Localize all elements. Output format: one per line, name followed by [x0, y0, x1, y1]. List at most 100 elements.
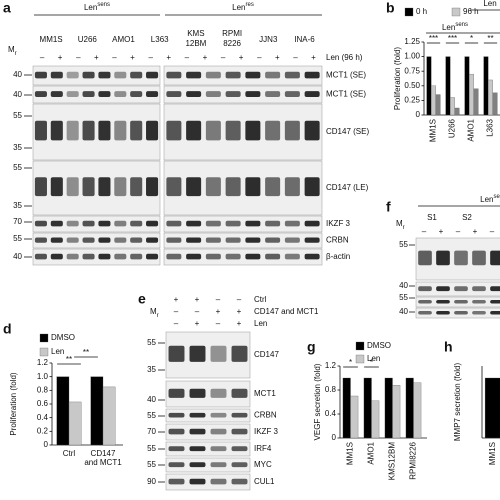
bar [68, 401, 82, 446]
bar [483, 56, 489, 116]
band [210, 462, 227, 468]
band [210, 428, 227, 435]
treatment-sign: + [239, 53, 244, 62]
x-tick-label: AMO1 [367, 441, 376, 464]
band [114, 220, 127, 227]
treatment-sign: – [40, 53, 45, 62]
condition-sign: – [174, 319, 179, 328]
band [82, 253, 95, 260]
band [245, 177, 261, 197]
blot-label: IKZF 3 [254, 427, 279, 436]
band [98, 91, 111, 98]
treatment-sign: – [293, 53, 298, 62]
cell-line: MM1S [40, 35, 63, 44]
mw-marker: 90 [147, 477, 156, 486]
band [284, 71, 300, 79]
band [210, 345, 227, 362]
band [231, 428, 248, 435]
band [34, 91, 47, 98]
bar [469, 73, 474, 116]
treatment-sign: – [76, 53, 81, 62]
band [168, 345, 185, 362]
condition-sign: – [174, 307, 179, 316]
band [98, 177, 111, 197]
x-tick-label: KMS12BM [388, 442, 397, 481]
blot [165, 457, 251, 473]
band [436, 311, 450, 315]
mw-marker: 55 [13, 163, 22, 172]
blot [165, 423, 251, 441]
panel-label: b [386, 0, 395, 16]
blot-label: MCT1 (SE) [326, 71, 366, 80]
x-tick-label: AMO1 [467, 118, 476, 141]
mw-marker: 35 [13, 143, 22, 152]
x-tick-label: Ctrl [63, 449, 76, 458]
cell-line: 8226 [223, 39, 241, 48]
blot-label: CD147 [254, 350, 279, 359]
band [472, 286, 486, 292]
y-tick-label: 1.2 [325, 361, 337, 370]
y-axis-label: VEGF secretion (fold) [313, 363, 322, 440]
legend-swatch [39, 333, 49, 343]
condition-sign: + [237, 307, 242, 316]
blot [163, 85, 323, 104]
legend-swatch [355, 341, 365, 351]
bar [56, 376, 70, 446]
label-base: M [150, 307, 157, 316]
blot [163, 232, 323, 249]
legend-label: DMSO [367, 341, 391, 350]
band [472, 300, 486, 304]
treatment-sign: + [275, 53, 280, 62]
label-sub: r [15, 51, 17, 57]
blot [165, 441, 251, 457]
significance: * [349, 358, 352, 367]
band [205, 253, 221, 260]
bar [435, 94, 441, 116]
y-tick-label: 1.00 [404, 52, 420, 61]
treatment-sign: – [221, 53, 226, 62]
band [50, 253, 63, 260]
band [472, 250, 486, 266]
x-tick-label: L363 [486, 118, 495, 136]
mw-marker: 40 [399, 281, 408, 290]
band [490, 300, 500, 304]
band [146, 237, 159, 243]
band [114, 253, 127, 260]
blot-label: MCT1 (SE) [326, 90, 366, 99]
band [50, 237, 63, 243]
treatment-sign: + [166, 53, 171, 62]
label-sup: se [494, 194, 500, 200]
y-tick-label: 1.2 [37, 358, 49, 367]
band [304, 220, 320, 227]
band [284, 237, 300, 243]
mw-marker: 70 [147, 427, 156, 436]
band [166, 220, 182, 227]
band [225, 177, 241, 197]
band [166, 253, 182, 260]
band [189, 345, 206, 362]
band [231, 388, 248, 398]
band [98, 71, 111, 79]
band [231, 478, 248, 485]
band [245, 71, 261, 79]
band [225, 237, 241, 243]
band [304, 253, 320, 260]
blot-label: CUL1 [254, 477, 275, 486]
band [168, 462, 185, 468]
band [304, 177, 320, 197]
condition-sign: + [195, 295, 200, 304]
band [34, 220, 47, 227]
band [130, 220, 143, 227]
legend-label: Len [367, 354, 380, 363]
band [168, 478, 185, 485]
condition-sign: – [195, 307, 200, 316]
cell-line: AMO1 [112, 35, 135, 44]
blot [32, 215, 161, 233]
band [146, 71, 159, 79]
band [186, 71, 202, 79]
mw-marker: 55 [147, 460, 156, 469]
band [98, 253, 111, 260]
panel-label: d [3, 321, 12, 337]
band [146, 120, 159, 141]
band [454, 311, 468, 315]
